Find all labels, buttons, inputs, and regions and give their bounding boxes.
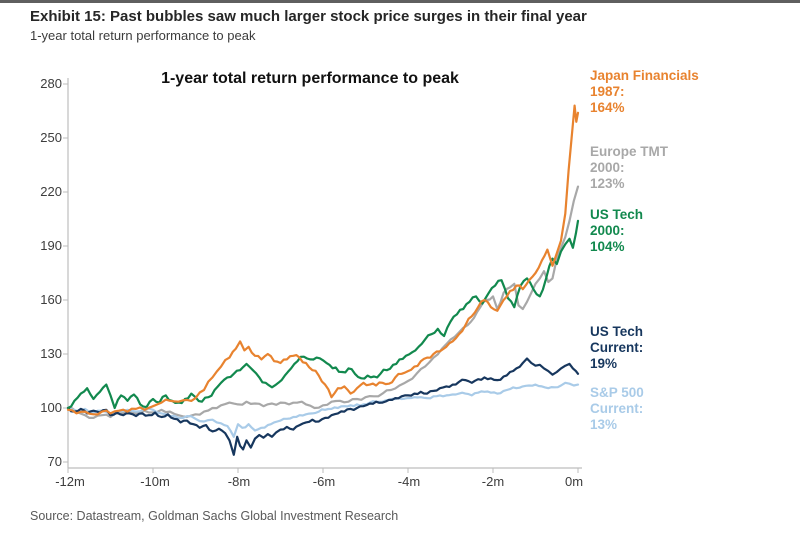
x-tick-label: -4m: [397, 474, 421, 489]
annotation-line: 2000:: [590, 160, 625, 176]
annotation-value: 164%: [590, 100, 625, 116]
annotation-value: 13%: [590, 417, 618, 433]
y-tick-label: 160: [40, 292, 62, 307]
y-tick-label: 250: [40, 130, 62, 145]
y-tick-label: 190: [40, 238, 62, 253]
chart-title: 1-year total return performance to peak: [161, 70, 459, 87]
x-tick-label: -6m: [312, 474, 336, 489]
x-tick-label: -2m: [481, 474, 505, 489]
annotation-line: US Tech: [590, 324, 644, 339]
annotation-line: S&P 500: [590, 385, 644, 400]
top-divider: [0, 0, 800, 3]
exhibit-title: Exhibit 15: Past bubbles saw much larger…: [30, 8, 587, 25]
annotation-us-tech-2000: US Tech 2000: 104%: [590, 207, 790, 256]
annotation-japan-financials: Japan Financials 1987: 164%: [590, 68, 790, 117]
y-tick-label: 220: [40, 184, 62, 199]
x-tick-label: -12m: [55, 474, 85, 489]
x-tick-label: -10m: [140, 474, 170, 489]
annotation-line: US Tech: [590, 207, 644, 222]
annotation-sp500-current: S&P 500 Current: 13%: [590, 385, 790, 434]
y-tick-label: 100: [40, 400, 62, 415]
x-tick-label: 0m: [564, 474, 584, 489]
annotation-value: 123%: [590, 176, 625, 192]
annotation-line: Japan Financials: [590, 68, 699, 83]
exhibit-subtitle: 1-year total return performance to peak: [30, 28, 256, 43]
annotation-line: Europe TMT: [590, 144, 668, 159]
annotation-line: Current:: [590, 401, 644, 417]
y-tick-label: 130: [40, 346, 62, 361]
annotation-us-tech-current: US Tech Current: 19%: [590, 324, 790, 373]
annotation-line: Current:: [590, 340, 644, 356]
annotation-value: 104%: [590, 239, 625, 255]
annotation-line: 1987:: [590, 84, 625, 100]
annotation-europe-tmt: Europe TMT 2000: 123%: [590, 144, 790, 193]
annotation-value: 19%: [590, 356, 618, 372]
x-tick-label: -8m: [227, 474, 251, 489]
source-text: Source: Datastream, Goldman Sachs Global…: [30, 509, 399, 523]
y-tick-label: 280: [40, 76, 62, 91]
annotation-line: 2000:: [590, 223, 625, 239]
y-tick-label: 70: [47, 454, 62, 469]
